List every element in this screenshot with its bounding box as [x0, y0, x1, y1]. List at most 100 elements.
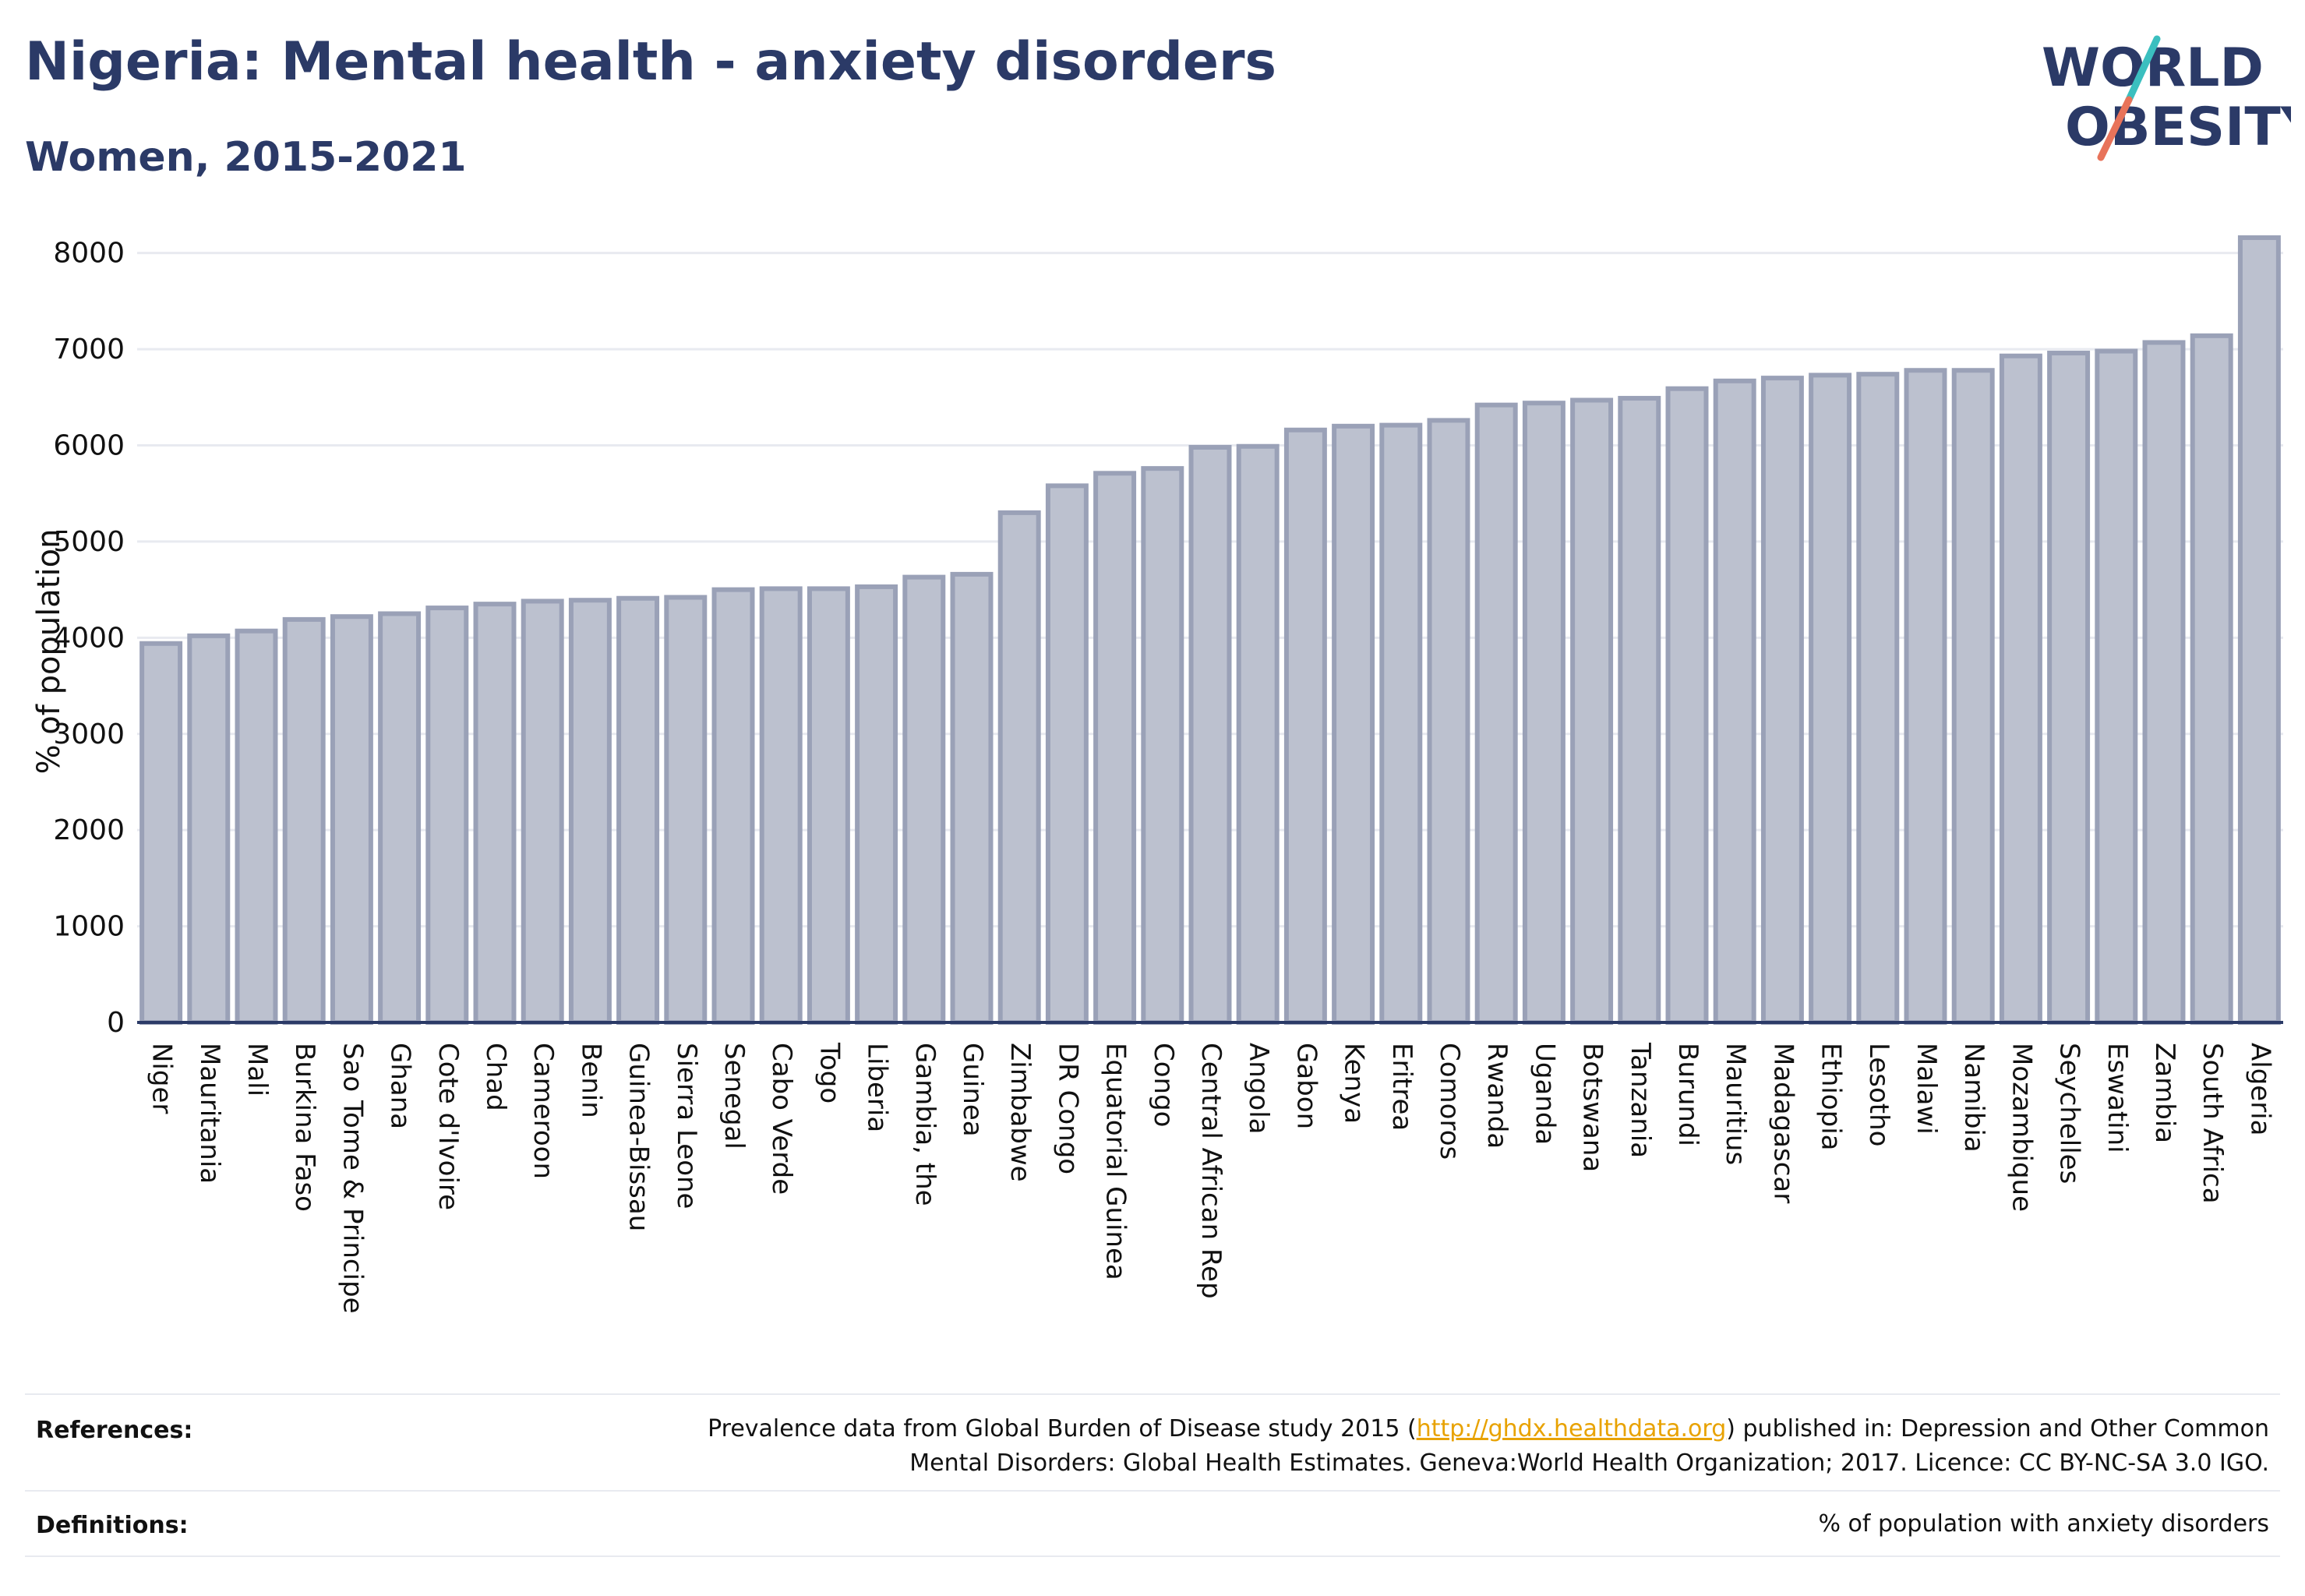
x-tick-label: Benin [575, 1043, 606, 1118]
y-tick-label: 2000 [53, 814, 125, 846]
y-tick-label: 6000 [53, 430, 125, 462]
x-tick-label: Mauritania [194, 1043, 225, 1184]
page-subtitle: Women, 2015-2021 [25, 134, 467, 181]
bar [1427, 418, 1470, 1025]
references-text-line2: Mental Disorders: Global Health Estimate… [909, 1449, 2269, 1477]
bar [235, 628, 278, 1025]
x-tick-label: Burundi [1672, 1043, 1703, 1146]
x-tick-label: Eritrea [1386, 1043, 1417, 1131]
bar [855, 584, 898, 1025]
bar [568, 598, 612, 1025]
x-tick-label: Namibia [1958, 1043, 1989, 1153]
page-title: Nigeria: Mental health - anxiety disorde… [25, 31, 1277, 93]
x-tick-label: DR Congo [1052, 1043, 1083, 1174]
y-tick-label: 8000 [53, 238, 125, 270]
x-tick-label: Comoros [1434, 1043, 1465, 1160]
y-tick-label: 5000 [53, 526, 125, 558]
y-tick-labels: 0 1000 2000 3000 4000 5000 6000 7000 8000 [53, 238, 125, 1039]
x-tick-label: Mauritius [1720, 1043, 1751, 1165]
x-tick-label: Sao Tome & Principe [337, 1043, 368, 1314]
x-tick-label: Seychelles [2054, 1043, 2085, 1184]
references-text-pre: Prevalence data from Global Burden of Di… [708, 1415, 1417, 1442]
x-tick-label: Rwanda [1481, 1043, 1513, 1149]
bar [711, 587, 755, 1025]
bar [330, 614, 373, 1025]
x-tick-label: Ghana [385, 1043, 416, 1129]
y-tick-label: 0 [107, 1007, 125, 1039]
bar [139, 641, 183, 1025]
definitions-text: % of population with anxiety disorders [1818, 1510, 2269, 1538]
bar [282, 616, 326, 1025]
x-tick-label: Lesotho [1863, 1043, 1894, 1146]
bar [187, 633, 231, 1025]
bar [1236, 443, 1280, 1025]
bar [2047, 351, 2091, 1026]
bar [1665, 386, 1709, 1025]
bar [2237, 235, 2281, 1025]
x-tick-label: Senegal [718, 1043, 750, 1149]
x-tick-label: Gambia, the [909, 1043, 941, 1206]
bars [139, 235, 2281, 1026]
bar [1999, 353, 2042, 1025]
bar [1045, 483, 1089, 1025]
x-tick-label: Angola [1243, 1043, 1274, 1134]
x-tick-label: Zambia [2149, 1043, 2180, 1143]
bar [1283, 427, 1327, 1025]
world-obesity-logo: WORLD OBESITY [2042, 35, 2291, 161]
x-tick-label: Cabo Verde [766, 1043, 797, 1195]
bar [616, 595, 660, 1025]
bar [807, 586, 850, 1025]
x-tick-label: Kenya [1339, 1043, 1370, 1124]
x-tick-label: Ethiopia [1816, 1043, 1847, 1150]
x-tick-label: Niger [146, 1043, 178, 1114]
bar [2142, 340, 2186, 1025]
x-tick-label: Eswatini [2102, 1043, 2133, 1153]
y-tick-label: 4000 [53, 622, 125, 654]
definitions-label: Definitions: [36, 1512, 189, 1539]
bar [1856, 372, 1900, 1025]
references-link[interactable]: http://ghdx.healthdata.org [1416, 1415, 1727, 1442]
references-label: References: [36, 1417, 193, 1444]
bar [664, 595, 708, 1025]
bar [1141, 466, 1184, 1025]
x-tick-label: Cote d'Ivoire [432, 1043, 464, 1210]
x-tick-label: Sierra Leone [671, 1043, 702, 1209]
bar [997, 510, 1041, 1025]
bar [1809, 373, 1852, 1026]
bar [2095, 348, 2138, 1025]
bar [378, 611, 422, 1025]
logo-slash-bottom [2097, 96, 2133, 161]
x-tick-label: Madagascar [1767, 1043, 1798, 1203]
bar [1379, 422, 1423, 1025]
x-tick-label: Togo [814, 1042, 845, 1103]
x-tick-label: Malawi [1911, 1043, 1942, 1135]
x-tick-label: Equatorial Guinea [1100, 1043, 1131, 1280]
bar [1904, 368, 1947, 1025]
x-tick-label: Mali [242, 1043, 273, 1096]
divider [25, 1490, 2280, 1492]
bar [950, 571, 994, 1025]
bar [759, 586, 803, 1025]
y-axis-label: % of population [31, 529, 67, 775]
bar [521, 598, 564, 1025]
bar [1093, 471, 1137, 1025]
x-tick-label: Guinea [957, 1043, 988, 1137]
bar [1618, 396, 1661, 1026]
x-tick-label: Chad [480, 1043, 511, 1111]
bar [1522, 401, 1565, 1025]
x-tick-label: Guinea-Bissau [623, 1043, 655, 1231]
references-panel: References: Prevalence data from Global … [25, 1393, 2280, 1557]
bar [1713, 378, 1756, 1025]
bar [473, 602, 517, 1025]
x-tick-label: Botswana [1577, 1043, 1608, 1172]
x-tick-label: Liberia [862, 1043, 893, 1132]
x-tick-label: Algeria [2244, 1043, 2275, 1135]
bar [1474, 402, 1518, 1025]
bar [425, 606, 469, 1025]
references-text-post: ) published in: Depression and Other Com… [1726, 1415, 2269, 1442]
bar [1570, 397, 1614, 1025]
y-tick-label: 3000 [53, 719, 125, 750]
bar [1760, 376, 1804, 1025]
x-tick-label: Mozambique [2006, 1043, 2037, 1212]
x-tick-labels: Niger Mauritania Mali Burkina Faso Sao Tome … [146, 1042, 2276, 1314]
